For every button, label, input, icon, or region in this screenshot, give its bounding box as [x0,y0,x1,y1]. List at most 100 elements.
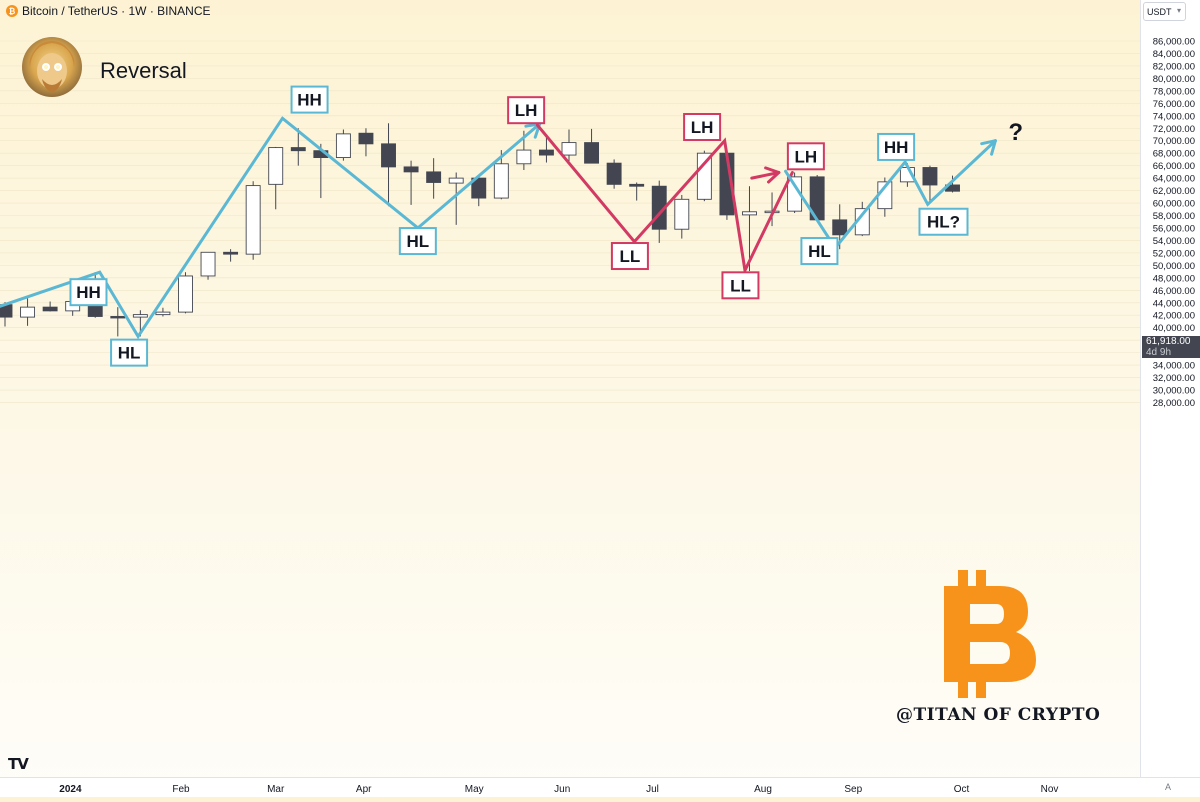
bitcoin-coin-icon: ₿ [6,5,18,17]
structure-label: LH [795,147,818,166]
candle-body [561,142,577,156]
time-tick-label: Aug [754,784,772,795]
time-tick-label: 2024 [59,784,82,795]
tradingview-logo[interactable]: TV [8,755,29,773]
price-tick-label: 60,000.00 [1153,199,1195,210]
price-tick-label: 34,000.00 [1153,361,1195,372]
candle-body [200,251,216,277]
structure-label: LL [730,276,751,295]
price-tick-label: 72,000.00 [1153,124,1195,135]
price-tick-label: 64,000.00 [1153,174,1195,185]
price-scale[interactable]: 28,000.0030,000.0032,000.0034,000.0036,0… [1140,0,1200,777]
price-tick-label: 46,000.00 [1153,286,1195,297]
candle-body [381,143,396,168]
price-tick-label: 42,000.00 [1153,311,1195,322]
price-tick-label: 78,000.00 [1153,86,1195,97]
candle-body [742,211,757,216]
label-box [918,207,969,236]
price-tick-label: 52,000.00 [1153,248,1195,259]
candle-body [832,219,848,236]
structure-label: HL [118,344,141,363]
currency-label: USDT [1147,6,1172,17]
price-tick-label: 58,000.00 [1153,211,1195,222]
candle-body [448,177,464,184]
candle-body [606,162,622,185]
candle-body [516,149,532,165]
structure-label: HL? [927,213,960,232]
structure-label: HL [407,232,430,251]
price-tick-label: 80,000.00 [1153,74,1195,85]
time-tick-label: Jul [646,784,659,795]
label-box [610,242,649,271]
time-axis-labels: 2024 Feb Mar Apr May Jun Jul Aug Sep Oct Nov [59,784,1059,795]
candle-body [358,132,374,145]
symbol-header[interactable]: ₿ Bitcoin / TetherUS · 1W · BINANCE [6,3,211,19]
time-axis[interactable]: 2024 Feb Mar Apr May Jun Jul Aug Sep Oct Nov [0,777,1200,797]
auto-scale-button[interactable]: A [1165,782,1172,792]
current-price-value: 61,918.00 [1146,336,1191,347]
candle-body [110,316,126,319]
arrow-head [990,139,997,156]
arrow-head [764,166,781,175]
price-tick-label: 56,000.00 [1153,223,1195,234]
label-box [507,96,546,125]
price-tick-label: 28,000.00 [1153,398,1195,409]
label-box [69,278,108,307]
price-tick-label: 82,000.00 [1153,61,1195,72]
label-box [877,132,916,161]
structure-labels: HH HL HH HL LH LL LH LL LH HL HH HL?? [69,85,1023,367]
candle-body [335,133,351,158]
bitcoin-logo [944,570,1036,698]
candle-body [584,142,600,164]
price-tick-label: 76,000.00 [1153,99,1195,110]
candle-body [493,163,509,199]
price-tick-label: 68,000.00 [1153,149,1195,160]
time-tick-label: Apr [356,784,372,795]
structure-label: HL [808,242,831,261]
arrow-head [980,139,997,146]
label-box [786,142,825,171]
candle-body [155,311,171,316]
candle-body [20,306,36,318]
candle-body [290,147,306,152]
price-chart[interactable]: HH HL HH HL LH LL LH LL LH HL HH HL?? [0,0,1140,777]
zigzag-line [535,123,794,276]
price-axis-labels: 28,000.0030,000.0032,000.0034,000.0036,0… [1153,37,1195,409]
price-tick-label: 70,000.00 [1153,136,1195,147]
candle-body [403,166,419,173]
symbol-title[interactable]: Bitcoin / TetherUS · 1W · BINANCE [22,4,211,18]
time-tick-label: Oct [954,784,970,795]
zigzag-line [784,139,997,251]
candle-body [223,251,239,255]
price-tick-label: 62,000.00 [1153,186,1195,197]
candle-body [245,185,261,255]
bar-countdown: 4d 9h [1146,347,1172,358]
time-tick-label: Sep [844,784,862,795]
structure-label: HH [297,91,322,110]
price-tick-label: 40,000.00 [1153,323,1195,334]
candle-body [426,171,442,183]
currency-selector[interactable]: USDT [1143,2,1186,21]
price-tick-label: 32,000.00 [1153,373,1195,384]
price-tick-label: 86,000.00 [1153,37,1195,48]
time-tick-label: Feb [172,784,190,795]
current-price-tag: 61,918.00 4d 9h [1142,336,1200,358]
candle-body [178,275,193,313]
time-tick-label: Jun [554,784,570,795]
price-tick-label: 30,000.00 [1153,386,1195,397]
chevron-down-icon[interactable]: ▾ [1177,6,1182,15]
label-box [721,271,760,300]
structure-label: LL [620,247,641,266]
structure-label: LH [691,118,714,137]
label-box [800,237,839,266]
label-box [683,113,722,142]
label-box [398,227,437,256]
price-tick-label: 74,000.00 [1153,111,1195,122]
question-mark-label: ? [1008,119,1023,146]
time-tick-label: Nov [1041,784,1059,795]
arrow-head [767,171,781,184]
price-tick-label: 50,000.00 [1153,261,1195,272]
structure-label: HH [76,283,101,302]
structure-label: HH [884,138,909,157]
study-title: Reversal [100,58,187,83]
